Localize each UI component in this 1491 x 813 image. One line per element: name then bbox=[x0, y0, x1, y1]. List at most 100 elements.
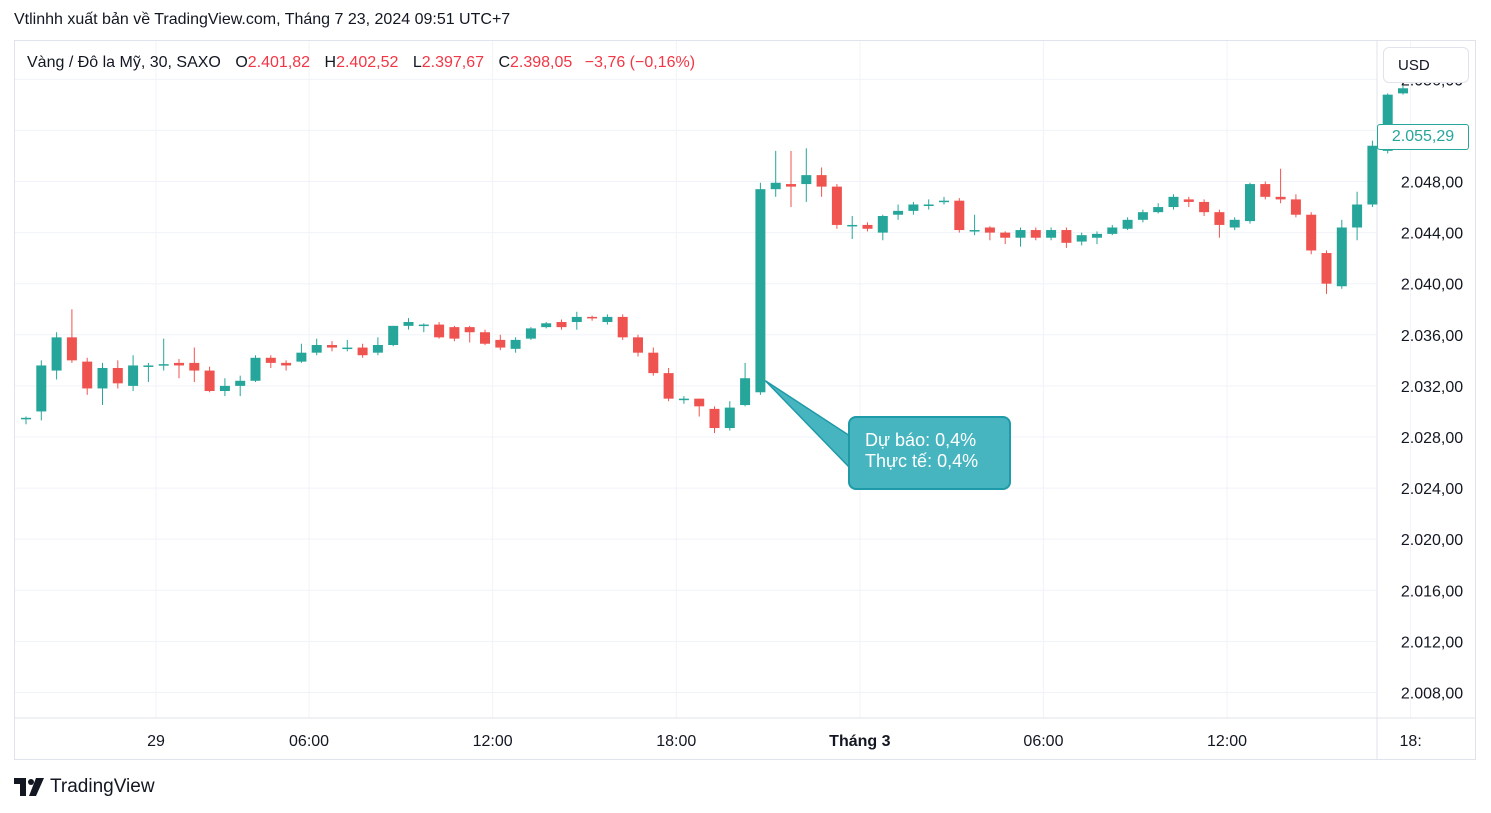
candle-body[interactable] bbox=[786, 184, 796, 187]
candle-body[interactable] bbox=[1275, 196, 1286, 200]
candle-body[interactable] bbox=[1168, 196, 1179, 208]
candle-body[interactable] bbox=[862, 224, 873, 229]
high-label: H bbox=[324, 54, 337, 71]
candle-body[interactable] bbox=[204, 370, 215, 391]
candle-body[interactable] bbox=[1214, 212, 1225, 225]
candle-body[interactable] bbox=[1367, 145, 1378, 205]
candle-body[interactable] bbox=[418, 324, 429, 327]
candle-body[interactable] bbox=[801, 175, 812, 185]
candle-body[interactable] bbox=[510, 339, 521, 349]
candle-body[interactable] bbox=[219, 385, 230, 391]
candle-body[interactable] bbox=[388, 325, 399, 346]
candle-body[interactable] bbox=[1061, 230, 1072, 243]
candle-body[interactable] bbox=[97, 368, 108, 389]
candle-body[interactable] bbox=[82, 361, 93, 389]
candle-body[interactable] bbox=[449, 327, 460, 339]
candle-body[interactable] bbox=[1260, 184, 1271, 197]
candle-body[interactable] bbox=[1336, 227, 1347, 287]
candle-body[interactable] bbox=[112, 368, 123, 384]
candle-body[interactable] bbox=[847, 224, 858, 227]
candle-body[interactable] bbox=[908, 204, 919, 211]
candle-body[interactable] bbox=[357, 347, 368, 356]
candle-body[interactable] bbox=[250, 357, 261, 381]
candle-body[interactable] bbox=[1076, 235, 1087, 242]
candle-body[interactable] bbox=[158, 364, 169, 366]
candle-body[interactable] bbox=[495, 339, 506, 348]
candle-body[interactable] bbox=[1245, 184, 1255, 222]
candle-body[interactable] bbox=[877, 215, 888, 233]
candle-body[interactable] bbox=[66, 337, 77, 361]
candle-body[interactable] bbox=[327, 345, 337, 348]
candle-body[interactable] bbox=[403, 322, 414, 326]
candle-body[interactable] bbox=[969, 230, 980, 232]
candle-body[interactable] bbox=[464, 327, 475, 333]
candle-body[interactable] bbox=[1122, 219, 1133, 229]
candle-body[interactable] bbox=[189, 362, 200, 371]
symbol-label[interactable]: Vàng / Đô la Mỹ, 30, SAXO bbox=[27, 54, 221, 71]
candle-body[interactable] bbox=[36, 365, 47, 412]
candle-body[interactable] bbox=[648, 352, 659, 374]
candle-body[interactable] bbox=[525, 328, 536, 339]
candle-body[interactable] bbox=[954, 200, 965, 231]
candle-body[interactable] bbox=[602, 316, 613, 323]
candle-body[interactable] bbox=[174, 362, 184, 366]
candle-body[interactable] bbox=[755, 189, 766, 393]
candle-body[interactable] bbox=[816, 175, 827, 187]
candle-body[interactable] bbox=[724, 407, 735, 429]
candle-body[interactable] bbox=[21, 417, 31, 420]
candle-body[interactable] bbox=[372, 345, 383, 353]
candle-body[interactable] bbox=[939, 200, 949, 203]
candle-body[interactable] bbox=[1321, 253, 1332, 284]
candle-body[interactable] bbox=[143, 365, 154, 367]
candle-body[interactable] bbox=[51, 337, 62, 371]
candle-body[interactable] bbox=[893, 210, 904, 215]
candle-body[interactable] bbox=[770, 182, 781, 190]
candle-body[interactable] bbox=[556, 322, 567, 328]
candle-body[interactable] bbox=[709, 408, 720, 429]
candle-body[interactable] bbox=[1382, 94, 1393, 151]
candle-body[interactable] bbox=[1092, 233, 1102, 238]
candle-body[interactable] bbox=[1290, 199, 1301, 215]
candle-body[interactable] bbox=[296, 352, 307, 362]
candle-body[interactable] bbox=[1046, 230, 1057, 238]
candle-body[interactable] bbox=[434, 324, 445, 338]
candle-body[interactable] bbox=[617, 316, 628, 338]
candle-body[interactable] bbox=[663, 373, 674, 399]
candle-body[interactable] bbox=[128, 365, 139, 386]
candle-body[interactable] bbox=[1183, 199, 1194, 202]
close-value: 2.398,05 bbox=[510, 54, 573, 71]
candle-body[interactable] bbox=[1398, 88, 1408, 94]
forecast-callout[interactable]: Dự báo: 0,4% Thực tế: 0,4% bbox=[848, 416, 1011, 490]
candle-body[interactable] bbox=[1030, 230, 1041, 238]
candle-body[interactable] bbox=[1137, 212, 1148, 220]
candle-body[interactable] bbox=[311, 345, 322, 353]
candle-body[interactable] bbox=[740, 378, 751, 406]
candle-body[interactable] bbox=[265, 357, 276, 363]
candle-body[interactable] bbox=[1015, 230, 1026, 238]
candle-body[interactable] bbox=[831, 186, 842, 225]
candle-body[interactable] bbox=[694, 398, 705, 407]
candle-body[interactable] bbox=[1306, 214, 1317, 251]
candle-body[interactable] bbox=[1000, 232, 1011, 238]
candle-body[interactable] bbox=[1229, 219, 1240, 228]
candle-body[interactable] bbox=[1153, 207, 1164, 213]
currency-button[interactable]: USD bbox=[1383, 47, 1469, 83]
candle-body[interactable] bbox=[541, 323, 552, 328]
candle-body[interactable] bbox=[1352, 204, 1363, 228]
candle-body[interactable] bbox=[235, 380, 246, 386]
candle-body[interactable] bbox=[984, 227, 995, 233]
candle-body[interactable] bbox=[678, 398, 689, 401]
candle-body[interactable] bbox=[633, 337, 643, 353]
candle-body[interactable] bbox=[480, 332, 490, 344]
candle-body[interactable] bbox=[1107, 227, 1118, 234]
candle-body[interactable] bbox=[342, 347, 353, 350]
chart-frame[interactable] bbox=[14, 40, 1476, 760]
candle-body[interactable] bbox=[587, 316, 598, 319]
candle-body[interactable] bbox=[281, 362, 292, 366]
candle-body[interactable] bbox=[1199, 201, 1210, 213]
candle-body[interactable] bbox=[923, 204, 934, 207]
footer-brand[interactable]: TradingView bbox=[14, 776, 155, 798]
y-tick-label: 2.028,00 bbox=[1401, 430, 1463, 447]
candle-body[interactable] bbox=[571, 316, 582, 323]
